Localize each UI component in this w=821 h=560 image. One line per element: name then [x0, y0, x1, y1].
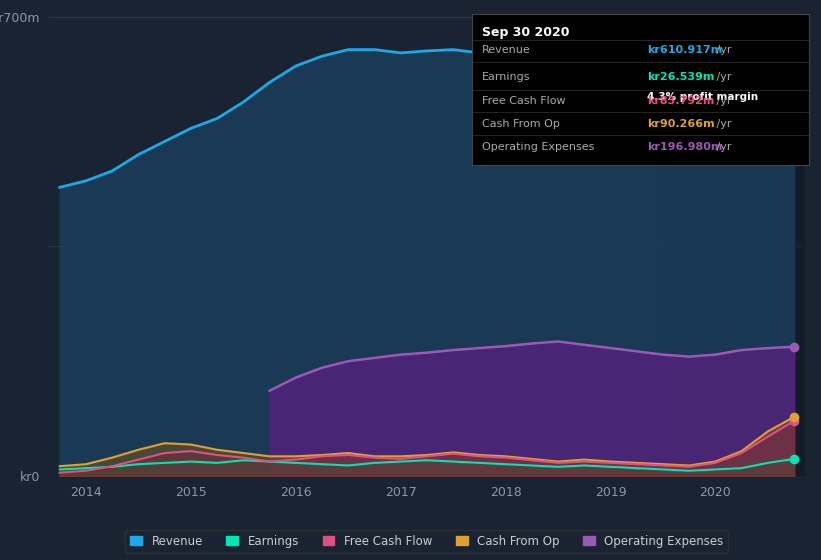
Text: /yr: /yr	[713, 96, 732, 106]
Text: 4.3% profit margin: 4.3% profit margin	[647, 92, 759, 102]
Text: kr26.539m: kr26.539m	[647, 72, 714, 82]
Text: /yr: /yr	[713, 119, 732, 129]
Text: Sep 30 2020: Sep 30 2020	[482, 26, 570, 39]
Text: kr610.917m: kr610.917m	[647, 45, 722, 55]
Text: kr196.980m: kr196.980m	[647, 142, 722, 152]
Text: Free Cash Flow: Free Cash Flow	[482, 96, 566, 106]
Text: /yr: /yr	[713, 45, 732, 55]
Text: /yr: /yr	[713, 72, 732, 82]
Text: kr90.266m: kr90.266m	[647, 119, 715, 129]
Text: Cash From Op: Cash From Op	[482, 119, 560, 129]
Text: kr83.792m: kr83.792m	[647, 96, 714, 106]
Text: Revenue: Revenue	[482, 45, 531, 55]
Bar	[663, 17, 805, 476]
Text: Earnings: Earnings	[482, 72, 530, 82]
Legend: Revenue, Earnings, Free Cash Flow, Cash From Op, Operating Expenses: Revenue, Earnings, Free Cash Flow, Cash …	[126, 530, 728, 553]
Text: /yr: /yr	[713, 142, 732, 152]
Text: Operating Expenses: Operating Expenses	[482, 142, 594, 152]
